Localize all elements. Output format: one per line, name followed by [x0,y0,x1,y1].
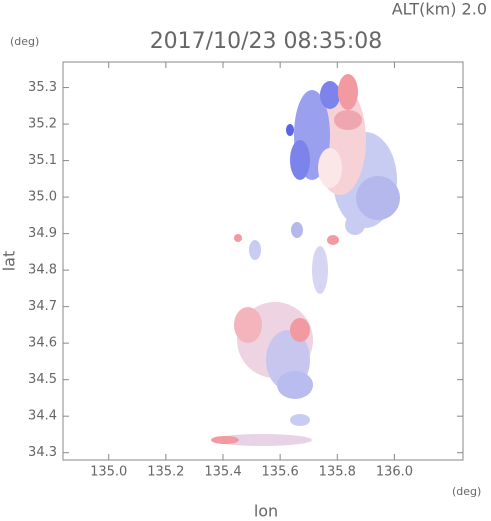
echo-blob [290,140,310,180]
plot-frame [62,61,464,461]
x-tick-label: 136.0 [376,465,413,480]
echo-blob [249,240,261,260]
y-tick-label: 35.3 [28,80,57,95]
echo-blob [338,74,358,110]
y-unit: (deg) [10,35,39,48]
echo-blob [356,176,400,220]
echo-field [211,74,400,446]
y-tick-label: 34.6 [28,336,57,351]
x-tick-label: 135.2 [147,465,184,480]
x-tick-label: 135.4 [204,465,241,480]
chart-title: 2017/10/23 08:35:08 [150,29,383,54]
x-axis-label: lon [254,502,278,521]
echo-blob [318,148,342,188]
echo-blob [312,246,328,294]
y-tick-label: 35.2 [28,117,57,132]
echo-blob [290,318,310,342]
y-axis-label: lat [0,251,19,272]
y-tick-label: 34.7 [28,299,57,314]
echo-blob [286,124,294,136]
y-tick-label: 34.3 [28,445,57,460]
x-tick-label: 135.0 [90,465,127,480]
echo-blob [327,235,339,245]
echo-blob [211,436,239,444]
y-tick-label: 34.5 [28,372,57,387]
echo-blob [234,307,262,343]
echo-blob [212,434,312,446]
x-unit: (deg) [452,485,481,498]
echo-blob [320,81,340,109]
echo-blob [277,371,313,399]
echo-blob [234,234,242,242]
altitude-label: ALT(km) 2.0 [392,0,487,19]
y-tick-label: 34.8 [28,263,57,278]
echo-blob [345,215,365,235]
y-tick-label: 34.9 [28,226,57,241]
echo-blob [334,110,362,130]
y-tick-label: 35.0 [28,190,57,205]
y-tick-label: 34.4 [28,409,57,424]
x-tick-label: 135.6 [262,465,299,480]
y-tick-label: 35.1 [28,153,57,168]
echo-blob [290,414,310,426]
x-tick-label: 135.8 [319,465,356,480]
echo-blob [291,222,303,238]
